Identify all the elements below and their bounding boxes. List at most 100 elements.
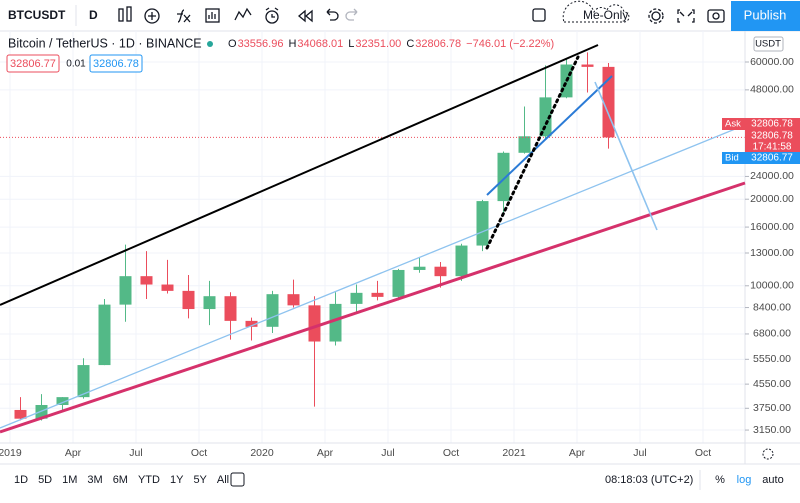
trend-line[interactable] (0, 44, 599, 306)
spread: 0.01 (66, 59, 86, 70)
candle-body (203, 296, 216, 310)
candle-body (539, 97, 552, 137)
publish-button[interactable] (731, 1, 800, 31)
y-tick-label: 13000.00 (750, 247, 794, 259)
candle-body (224, 296, 237, 321)
candle-body (581, 64, 594, 67)
x-tick-label: Oct (443, 447, 459, 459)
candle-body (455, 245, 468, 277)
x-tick-label: Jul (381, 447, 394, 459)
range-button[interactable]: 5D (38, 474, 52, 486)
candle-body (14, 409, 27, 419)
legend-title: Bitcoin / TetherUS · 1D · BINANCE (8, 36, 202, 50)
last-price: 32806.78 (751, 131, 793, 142)
toolbar-icons[interactable] (118, 6, 725, 24)
clock: 08:18:03 (UTC+2) (605, 474, 693, 486)
y-tick-label: 10000.00 (750, 280, 794, 292)
x-tick-label: Jul (633, 447, 646, 459)
candle-body (371, 292, 384, 297)
bid-label: Bid (725, 153, 739, 164)
toolbar (0, 0, 800, 31)
interval[interactable]: D (89, 8, 98, 22)
publish-label[interactable]: Publish (744, 7, 787, 22)
candle-body (518, 136, 531, 153)
range-button[interactable]: 1Y (170, 474, 184, 486)
y-tick-label: 6800.00 (753, 328, 791, 340)
y-tick-label: 24000.00 (750, 170, 794, 182)
drawings (0, 44, 746, 434)
y-tick-label: 3750.00 (753, 402, 791, 414)
currency[interactable]: USDT (755, 39, 781, 50)
candle-body (476, 201, 489, 246)
range-buttons: 1D 5D 1M 3M 6M YTD 1Y 5Y All (14, 474, 229, 486)
candle-body (119, 276, 132, 305)
ohlc-label: C (406, 38, 414, 50)
percent-toggle[interactable]: % (715, 474, 725, 486)
trend-line[interactable] (486, 75, 613, 196)
range-button[interactable]: 3M (87, 474, 102, 486)
bid-tag (722, 152, 800, 164)
auto-toggle[interactable]: auto (762, 474, 783, 486)
trend-line[interactable] (594, 81, 658, 231)
ohlc-values: O 33556.96 H 34068.01 L 32351.00 C 32806.78 (228, 38, 461, 50)
settings-icon[interactable] (762, 448, 774, 460)
ohlc-value: 32806.78 (415, 38, 461, 50)
sell-box[interactable] (6, 54, 60, 73)
candle-body (308, 305, 321, 342)
x-tick-label: Jul (129, 447, 142, 459)
trend-line[interactable] (0, 181, 746, 434)
y-tick-label: 60000.00 (750, 56, 794, 68)
candle-body (35, 404, 48, 419)
x-tick-label: Apr (569, 447, 586, 459)
countdown: 17:41:58 (753, 142, 792, 153)
range-button[interactable]: 1D (14, 474, 28, 486)
range-button[interactable]: YTD (138, 474, 160, 486)
trend-line[interactable] (0, 124, 746, 429)
ohlc-value: 33556.96 (238, 38, 284, 50)
buy-box[interactable] (89, 54, 143, 73)
candle-body (266, 294, 279, 327)
currency-box[interactable] (753, 36, 784, 52)
x-tick-label: Oct (191, 447, 207, 459)
ohlc-label: L (348, 38, 354, 50)
x-tick-label: Oct (695, 447, 711, 459)
change: −746.01 (−2.22%) (466, 38, 554, 50)
date-range-icon[interactable] (230, 472, 245, 487)
y-tick-label: 20000.00 (750, 193, 794, 205)
symbol[interactable]: BTCUSDT (8, 8, 66, 22)
x-tick-label: 2020 (250, 447, 274, 459)
candle-body (77, 365, 90, 398)
candle-body (392, 269, 405, 297)
range-button[interactable]: 6M (113, 474, 128, 486)
chart-pane (0, 31, 745, 443)
y-tick-label: 3150.00 (753, 424, 791, 436)
candle-body (182, 290, 195, 310)
y-tick-label: 5550.00 (753, 353, 791, 365)
ohlc-value: 34068.01 (297, 38, 343, 50)
log-toggle[interactable]: log (737, 474, 752, 486)
range-button[interactable]: 1M (62, 474, 77, 486)
range-button[interactable]: All (217, 474, 229, 486)
candle-body (497, 152, 510, 202)
layout-cloud (562, 0, 630, 23)
x-tick-label: Apr (317, 447, 334, 459)
x-tick-label: 2019 (0, 447, 22, 459)
candle-body (245, 320, 258, 327)
ohlc-label: O (228, 38, 237, 50)
trend-line[interactable] (485, 55, 580, 250)
range-button[interactable]: 5Y (193, 474, 207, 486)
sell-price[interactable]: 32806.77 (10, 58, 56, 70)
last-tag (745, 130, 800, 153)
y-tick-label: 8400.00 (753, 301, 791, 313)
ask-tag (722, 118, 800, 130)
layout-name[interactable]: Me-Only (583, 8, 628, 22)
market-status (207, 41, 213, 47)
buy-price[interactable]: 32806.78 (93, 58, 139, 70)
candle-body (413, 266, 426, 270)
x-tick-label: 2021 (502, 447, 526, 459)
candle-body (98, 304, 111, 366)
y-tick-label: 16000.00 (750, 221, 794, 233)
candle-body (140, 276, 153, 285)
ohlc-label: H (288, 38, 296, 50)
